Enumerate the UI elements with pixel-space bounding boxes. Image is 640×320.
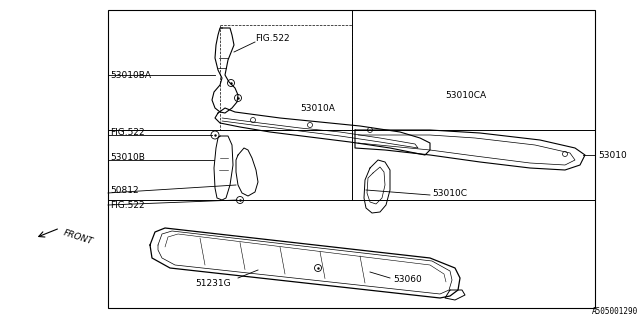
Text: A505001290: A505001290 (592, 307, 638, 316)
Text: 53010B: 53010B (110, 153, 145, 162)
Text: 53010: 53010 (598, 150, 627, 159)
Text: 53060: 53060 (393, 276, 422, 284)
Text: FIG.522: FIG.522 (110, 127, 145, 137)
Text: 53010C: 53010C (432, 188, 467, 197)
Text: 53010CA: 53010CA (445, 91, 486, 100)
Text: FIG.522: FIG.522 (110, 201, 145, 210)
Text: 50812: 50812 (110, 186, 139, 195)
Text: 51231G: 51231G (195, 278, 230, 287)
Text: FIG.522: FIG.522 (255, 34, 290, 43)
Text: 53010A: 53010A (300, 103, 335, 113)
Text: FRONT: FRONT (62, 228, 94, 246)
Text: 53010BA: 53010BA (110, 70, 151, 79)
Bar (108, 10, 595, 308)
